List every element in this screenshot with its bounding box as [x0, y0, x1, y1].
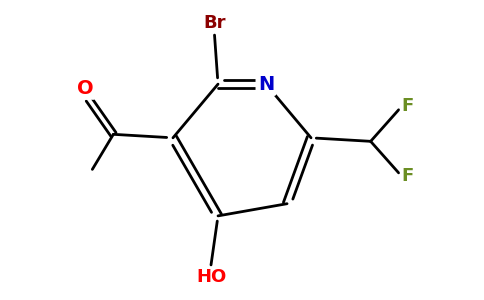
Text: HO: HO — [196, 268, 226, 286]
Text: F: F — [401, 167, 413, 185]
Text: N: N — [258, 75, 274, 94]
Text: F: F — [401, 97, 413, 115]
Text: O: O — [77, 79, 93, 98]
Text: Br: Br — [203, 14, 226, 32]
